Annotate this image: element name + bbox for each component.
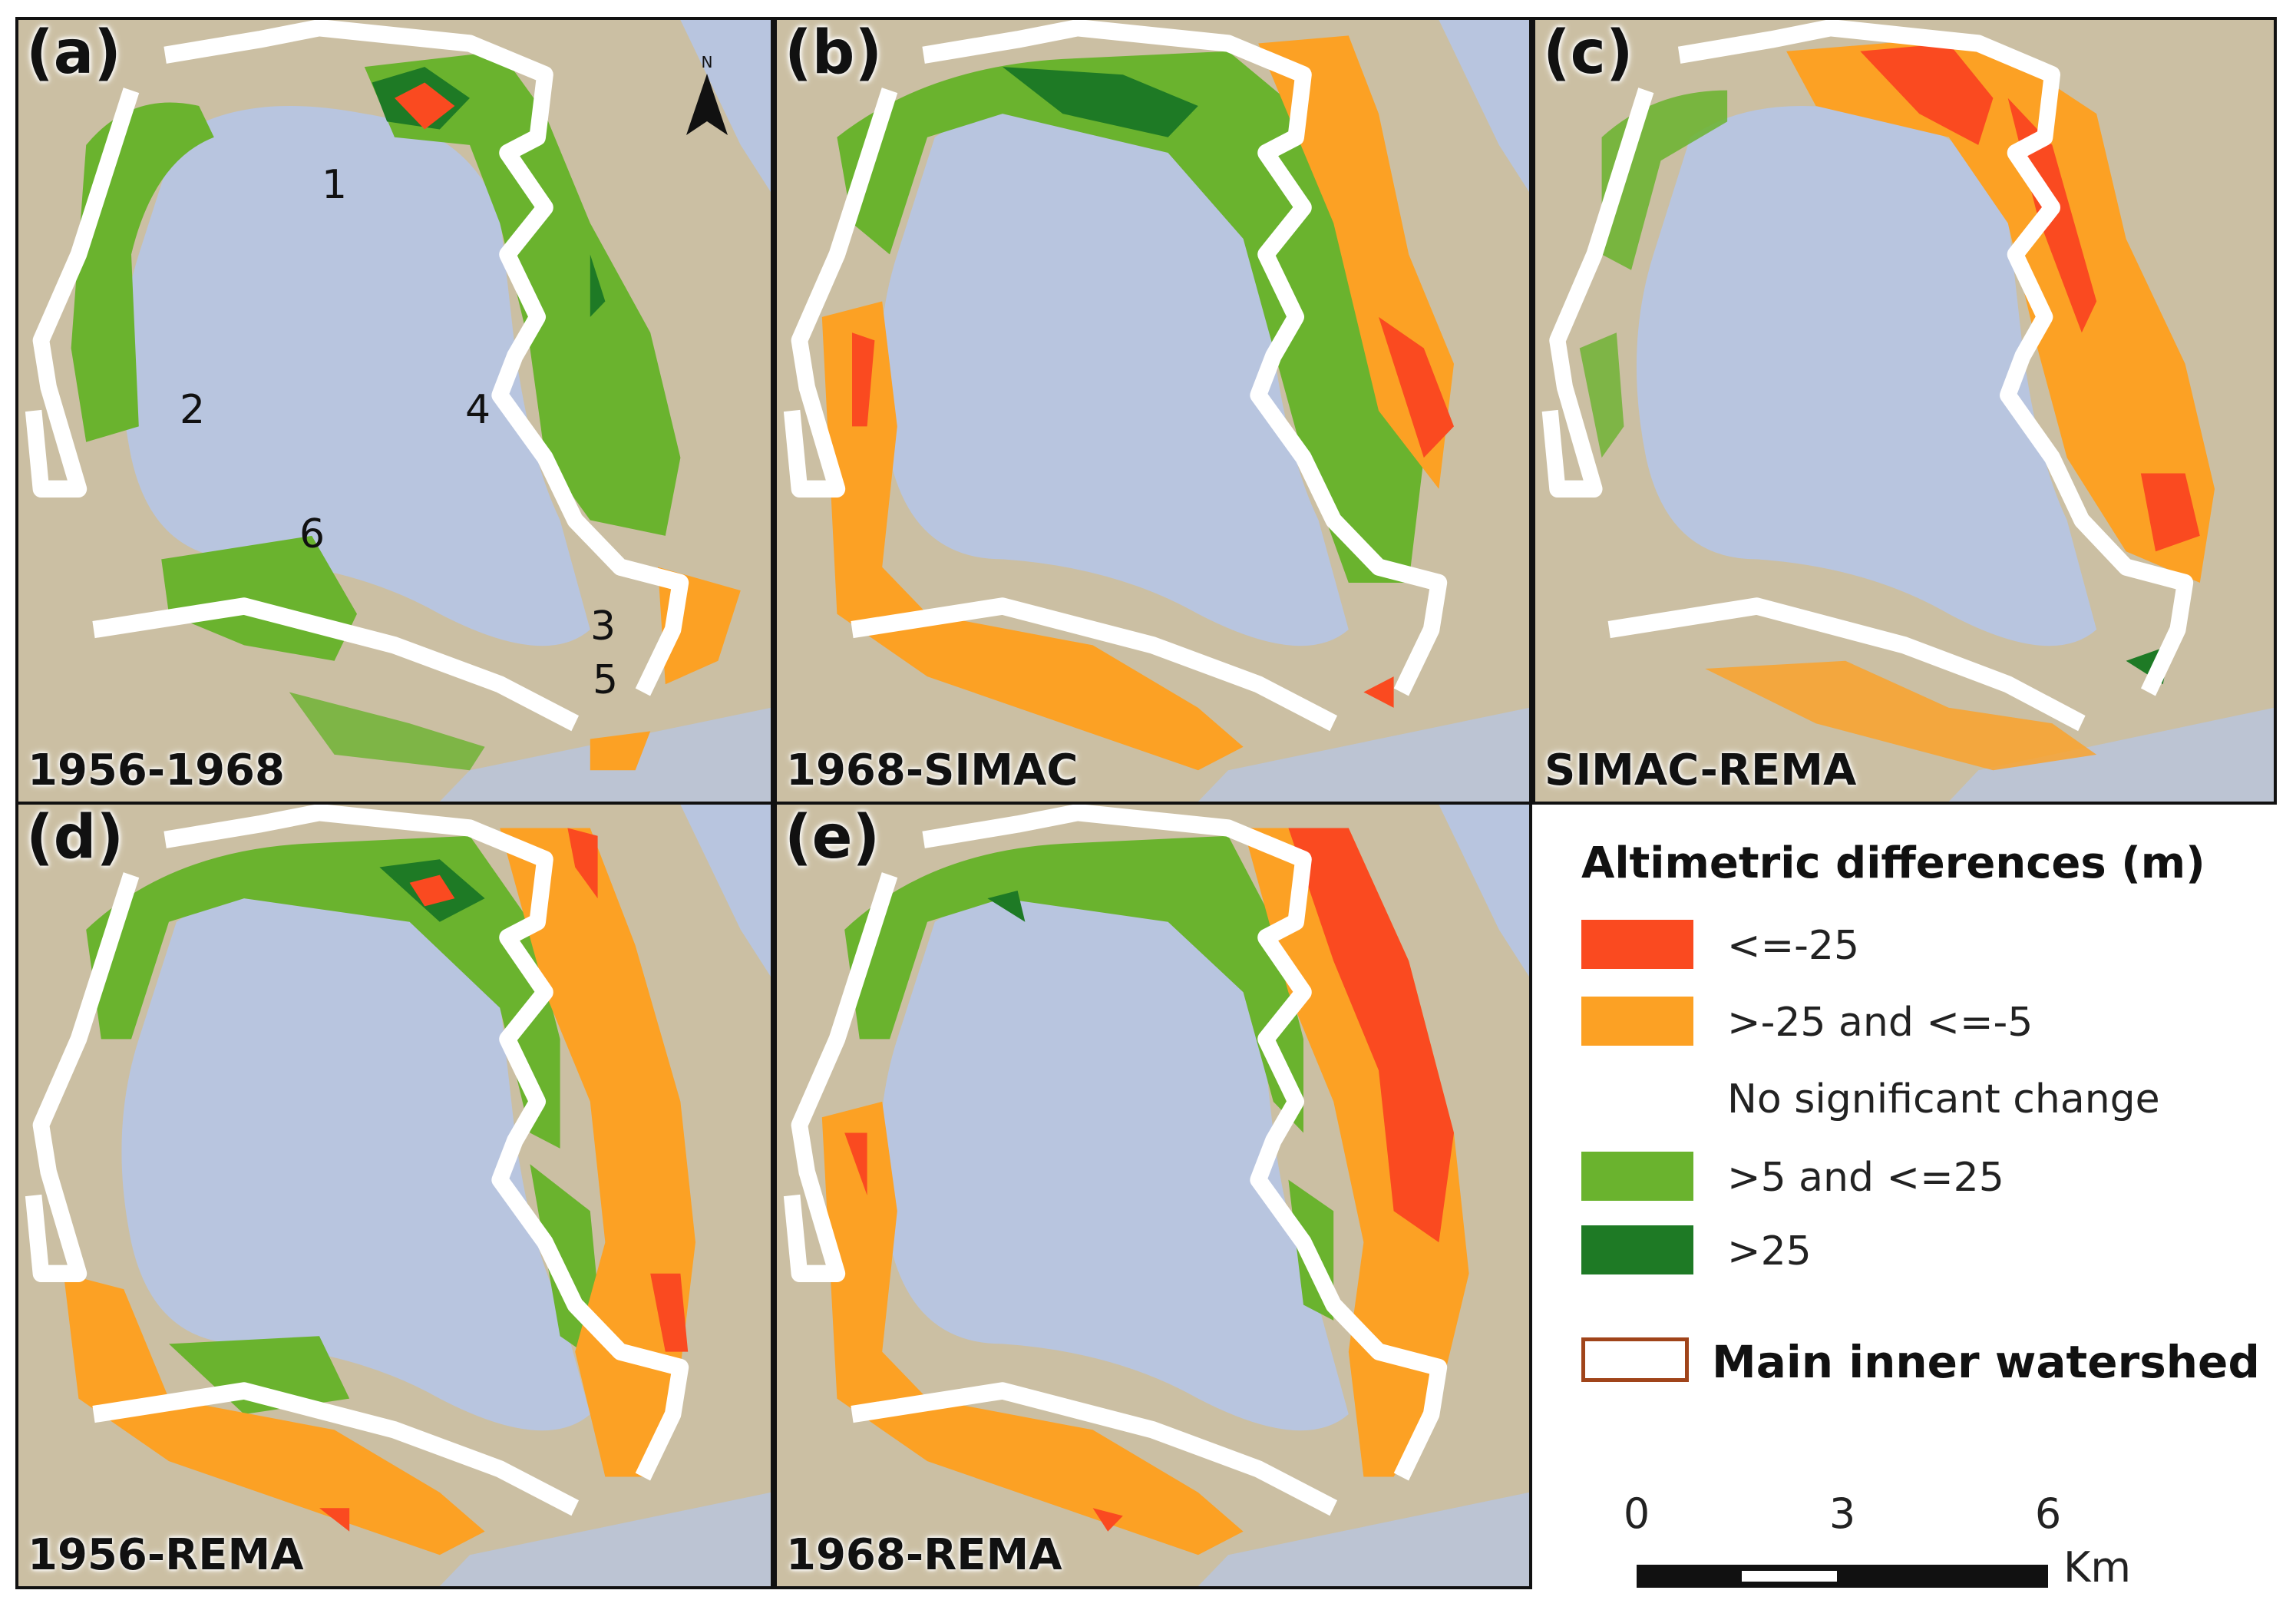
map-b: [777, 20, 1529, 802]
scale-tick-6: 6: [2034, 1489, 2062, 1538]
map-d: [18, 805, 771, 1586]
site-label-6: 6: [299, 511, 325, 557]
panel-letter: (a): [26, 18, 121, 88]
scale-bar-segment: [1742, 1571, 1837, 1582]
scale-tick-3: 3: [1829, 1489, 1856, 1538]
site-label-3: 3: [590, 603, 616, 650]
map-panel-d: (d) 1956-REMA: [15, 802, 774, 1589]
panel-letter: (c): [1543, 18, 1634, 88]
panel-period: 1956-REMA: [28, 1530, 304, 1580]
bay-water: [121, 105, 590, 646]
scale-unit: Km: [2063, 1543, 2132, 1592]
north-arrow-icon: N: [686, 53, 728, 135]
site-label-1: 1: [322, 162, 348, 208]
legend-label: No significant change: [1727, 1076, 2160, 1122]
map-e: [777, 805, 1529, 1586]
panel-letter: (b): [785, 18, 883, 88]
legend-swatch: [1581, 997, 1693, 1046]
map-a: [18, 20, 771, 802]
map-panel-e: (e) 1968-REMA: [774, 802, 1532, 1589]
site-label-2: 2: [180, 387, 206, 433]
watershed-outline: [25, 20, 689, 732]
north-arrow-label: N: [702, 53, 713, 71]
legend-label: >-25 and <=-5: [1727, 1000, 2033, 1046]
legend-label: >5 and <=25: [1727, 1155, 2004, 1201]
legend-label: <=-25: [1727, 923, 1860, 969]
panel-letter: (e): [785, 803, 880, 872]
legend: Altimetric differences (m) <=-25 >-25 an…: [1551, 814, 2280, 1597]
legend-label: >25: [1727, 1228, 1812, 1274]
map-c: [1535, 20, 2274, 802]
legend-swatch: [1581, 1152, 1693, 1201]
panel-period: 1968-SIMAC: [786, 745, 1079, 795]
site-label-5: 5: [593, 657, 619, 703]
map-panel-a: (a) 1956-1968 1 2 3 4 5 6 N: [15, 17, 774, 805]
map-panel-c: (c) SIMAC-REMA: [1532, 17, 2277, 805]
scale-bar: 0 3 6 Km: [1624, 1489, 2131, 1592]
legend-swatch: [1581, 1225, 1693, 1274]
scale-tick-0: 0: [1623, 1489, 1650, 1538]
legend-swatch: [1581, 920, 1693, 969]
scale-bar-body: [1637, 1565, 2048, 1588]
panel-period: 1968-REMA: [786, 1530, 1062, 1580]
panel-period: SIMAC-REMA: [1544, 745, 1857, 795]
legend-title: Altimetric differences (m): [1581, 838, 2205, 888]
panel-period: 1956-1968: [28, 745, 285, 795]
panel-letter: (d): [26, 803, 124, 872]
site-label-4: 4: [465, 387, 491, 433]
legend-watershed-label: Main inner watershed: [1712, 1336, 2260, 1388]
legend-watershed-swatch: [1581, 1337, 1689, 1382]
north-arrow: N: [680, 51, 734, 143]
map-panel-b: (b) 1968-SIMAC: [774, 17, 1532, 805]
